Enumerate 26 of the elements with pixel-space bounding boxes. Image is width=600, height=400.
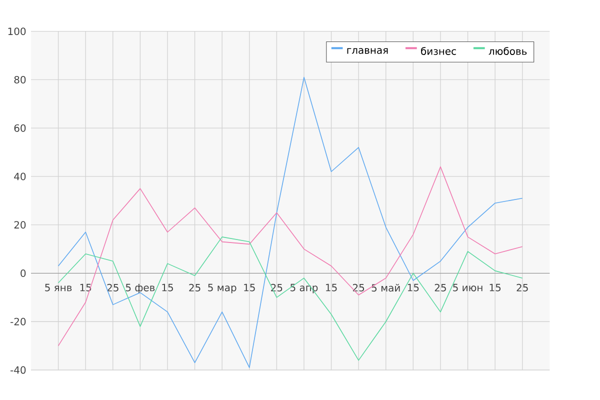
x-tick-label: 25 bbox=[434, 284, 446, 292]
legend-label: любовь bbox=[488, 47, 527, 55]
y-tick-label: 100 bbox=[8, 28, 26, 36]
x-tick-label: 25 bbox=[107, 284, 118, 292]
y-tick-label: 0 bbox=[20, 269, 26, 278]
y-tick-label: 40 bbox=[14, 172, 26, 180]
x-tick-label: 25 bbox=[189, 284, 200, 292]
y-tick-label: 20 bbox=[14, 221, 26, 229]
x-tick-label: 15 bbox=[162, 284, 173, 292]
x-tick-label: 5 июн bbox=[453, 284, 482, 292]
legend-label: главная bbox=[347, 48, 388, 54]
x-tick-label: 15 bbox=[326, 284, 337, 292]
y-tick-label: -40 bbox=[10, 366, 26, 374]
legend-label: бизнес bbox=[421, 47, 456, 55]
y-tick-label: -20 bbox=[10, 318, 26, 326]
y-tick-label: 60 bbox=[14, 124, 26, 132]
x-tick-label: 15 bbox=[244, 284, 255, 292]
x-tick-label: 5 май bbox=[372, 284, 400, 292]
y-tick-label: 80 bbox=[14, 76, 26, 84]
x-tick-label: 15 bbox=[490, 284, 501, 292]
x-tick-label: 25 bbox=[352, 284, 364, 292]
x-tick-label: 5 янв bbox=[45, 284, 72, 292]
x-tick-label: 5 фев bbox=[126, 284, 155, 294]
x-tick-label: 25 bbox=[516, 284, 528, 292]
x-tick-label: 15 bbox=[408, 284, 419, 292]
x-tick-label: 5 мар bbox=[208, 284, 236, 294]
